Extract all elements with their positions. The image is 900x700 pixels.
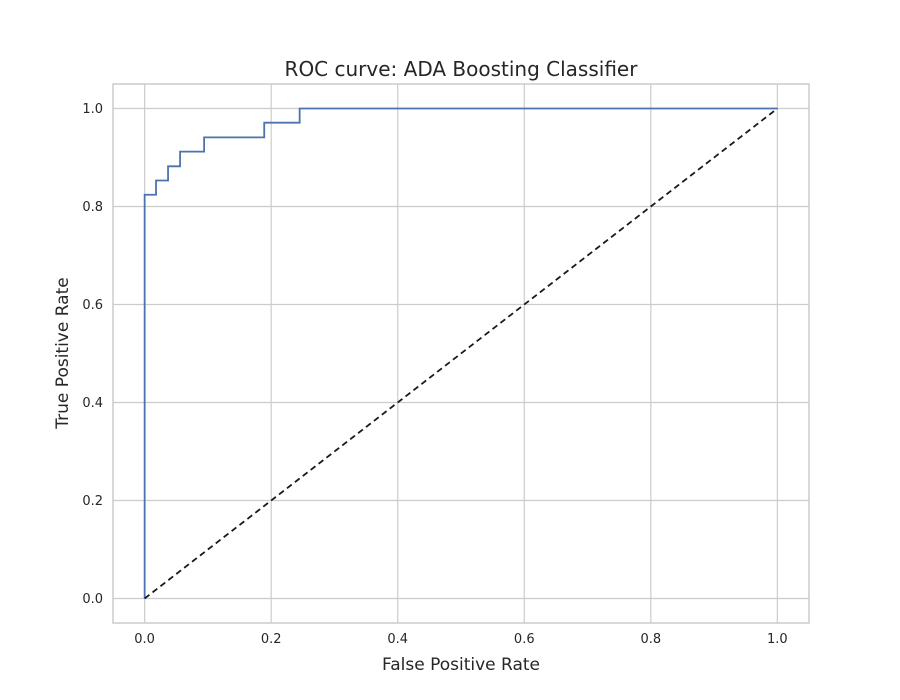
x-tick-label: 0.0 [134, 632, 155, 647]
x-tick-label: 0.6 [514, 632, 535, 647]
chance-diagonal-line [144, 107, 778, 600]
grid [113, 84, 809, 623]
x-tick-label: 0.2 [261, 632, 282, 647]
x-tick-label: 1.0 [767, 632, 788, 647]
y-tick-label: 0.8 [82, 200, 103, 215]
y-tick-label: 0.6 [82, 298, 103, 313]
y-tick-label: 1.0 [82, 102, 103, 117]
y-axis-label: True Positive Rate [53, 277, 73, 429]
y-tick-label: 0.4 [82, 396, 103, 411]
x-tick-label: 0.4 [387, 632, 408, 647]
x-axis-label: False Positive Rate [382, 655, 540, 675]
y-tick-label: 0.0 [82, 592, 103, 607]
roc-curve-line [143, 107, 778, 599]
x-tick-label: 0.8 [640, 632, 661, 647]
tick-labels: 0.0 0.2 0.4 0.6 0.8 1.0 0.0 0.2 0.4 0.6 0.8 1.0 [82, 102, 787, 647]
chart-title: ROC curve: ADA Boosting Classifier [285, 57, 639, 81]
plot-frame [112, 83, 810, 624]
y-tick-label: 0.2 [82, 494, 103, 509]
series-layer [143, 107, 778, 600]
